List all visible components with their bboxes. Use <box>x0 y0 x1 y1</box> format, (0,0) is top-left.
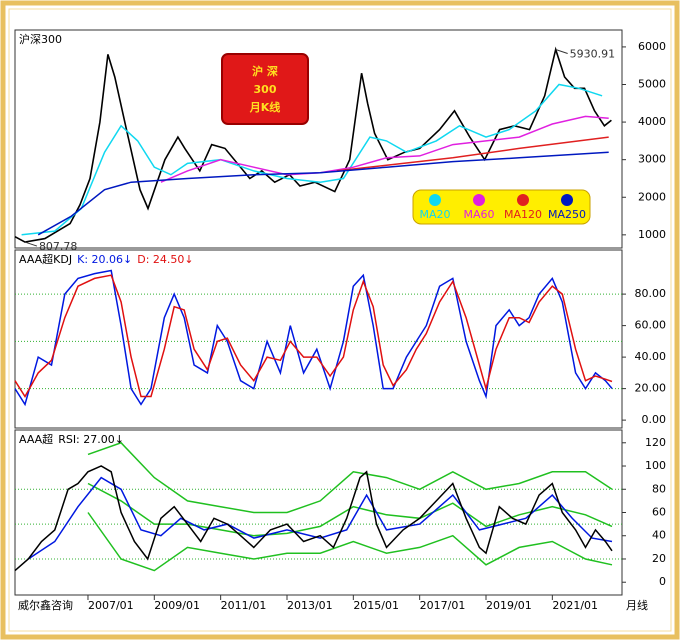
y-tick-label: 100 <box>645 459 666 472</box>
y-tick-label: 80 <box>652 482 666 495</box>
y-tick-label: 4000 <box>638 115 666 128</box>
series-line <box>160 115 609 183</box>
y-tick-label: 80.00 <box>635 287 667 300</box>
x-tick-label: 2015/01 <box>353 599 399 612</box>
series-line <box>21 83 603 236</box>
x-tick-label: 2007/01 <box>88 599 134 612</box>
x-tick-label: 2013/01 <box>287 599 333 612</box>
y-tick-label: 40 <box>652 529 666 542</box>
x-tick-label: 2021/01 <box>552 599 598 612</box>
y-tick-label: 3000 <box>638 153 666 166</box>
series-line <box>87 512 613 572</box>
y-tick-label: 60 <box>652 506 666 519</box>
badge <box>221 53 309 125</box>
panel-title: AAA超KDJ <box>19 252 72 266</box>
y-tick-label: 20.00 <box>635 382 667 395</box>
y-tick-label: 0.00 <box>642 413 667 426</box>
badge-text: 月K线 <box>249 100 281 114</box>
legend-swatch <box>429 194 441 206</box>
y-tick-label: 1000 <box>638 228 666 241</box>
legend-swatch <box>473 194 485 206</box>
series-line <box>336 136 609 172</box>
label-leader <box>24 241 38 247</box>
series-line <box>87 441 613 514</box>
legend-label: MA250 <box>548 208 586 221</box>
panel <box>14 29 623 249</box>
series-line <box>14 269 613 407</box>
y-tick-label: 5000 <box>638 78 666 91</box>
value-label: 807.78 <box>39 240 78 253</box>
y-tick-label: 60.00 <box>635 319 667 332</box>
x-tick-label: 2017/01 <box>420 599 466 612</box>
readout: RSI: 27.00↓ <box>58 433 124 446</box>
x-tick-label: 2011/01 <box>221 599 267 612</box>
x-tick-label: 2019/01 <box>486 599 532 612</box>
x-tick-label: 2009/01 <box>154 599 200 612</box>
legend-label: MA20 <box>419 208 450 221</box>
legend-label: MA120 <box>504 208 542 221</box>
panel <box>14 249 623 429</box>
readout: K: 20.06↓ <box>77 253 132 266</box>
y-tick-label: 0 <box>659 575 666 588</box>
label-leader <box>555 49 568 54</box>
series-line <box>37 151 609 236</box>
legend-box <box>412 189 591 225</box>
series-line <box>14 274 613 398</box>
legend-swatch <box>517 194 529 206</box>
y-tick-label: 20 <box>652 552 666 565</box>
y-tick-label: 40.00 <box>635 350 667 363</box>
y-tick-label: 120 <box>645 436 666 449</box>
inner-frame <box>8 8 672 632</box>
series-line <box>14 465 613 572</box>
period: 月线 <box>626 598 648 612</box>
panel-title: 沪深300 <box>19 32 62 46</box>
series-line <box>27 476 613 560</box>
panel-title: AAA超 <box>19 432 53 446</box>
source: 威尔鑫咨询 <box>18 598 73 612</box>
series-line <box>87 482 613 537</box>
legend-label: MA60 <box>463 208 494 221</box>
badge-text: 300 <box>254 83 277 96</box>
y-tick-label: 2000 <box>638 190 666 203</box>
badge-text: 沪 深 <box>252 64 278 78</box>
readout: D: 24.50↓ <box>137 253 193 266</box>
legend-swatch <box>561 194 573 206</box>
value-label: 5930.91 <box>570 48 616 61</box>
y-tick-label: 6000 <box>638 40 666 53</box>
